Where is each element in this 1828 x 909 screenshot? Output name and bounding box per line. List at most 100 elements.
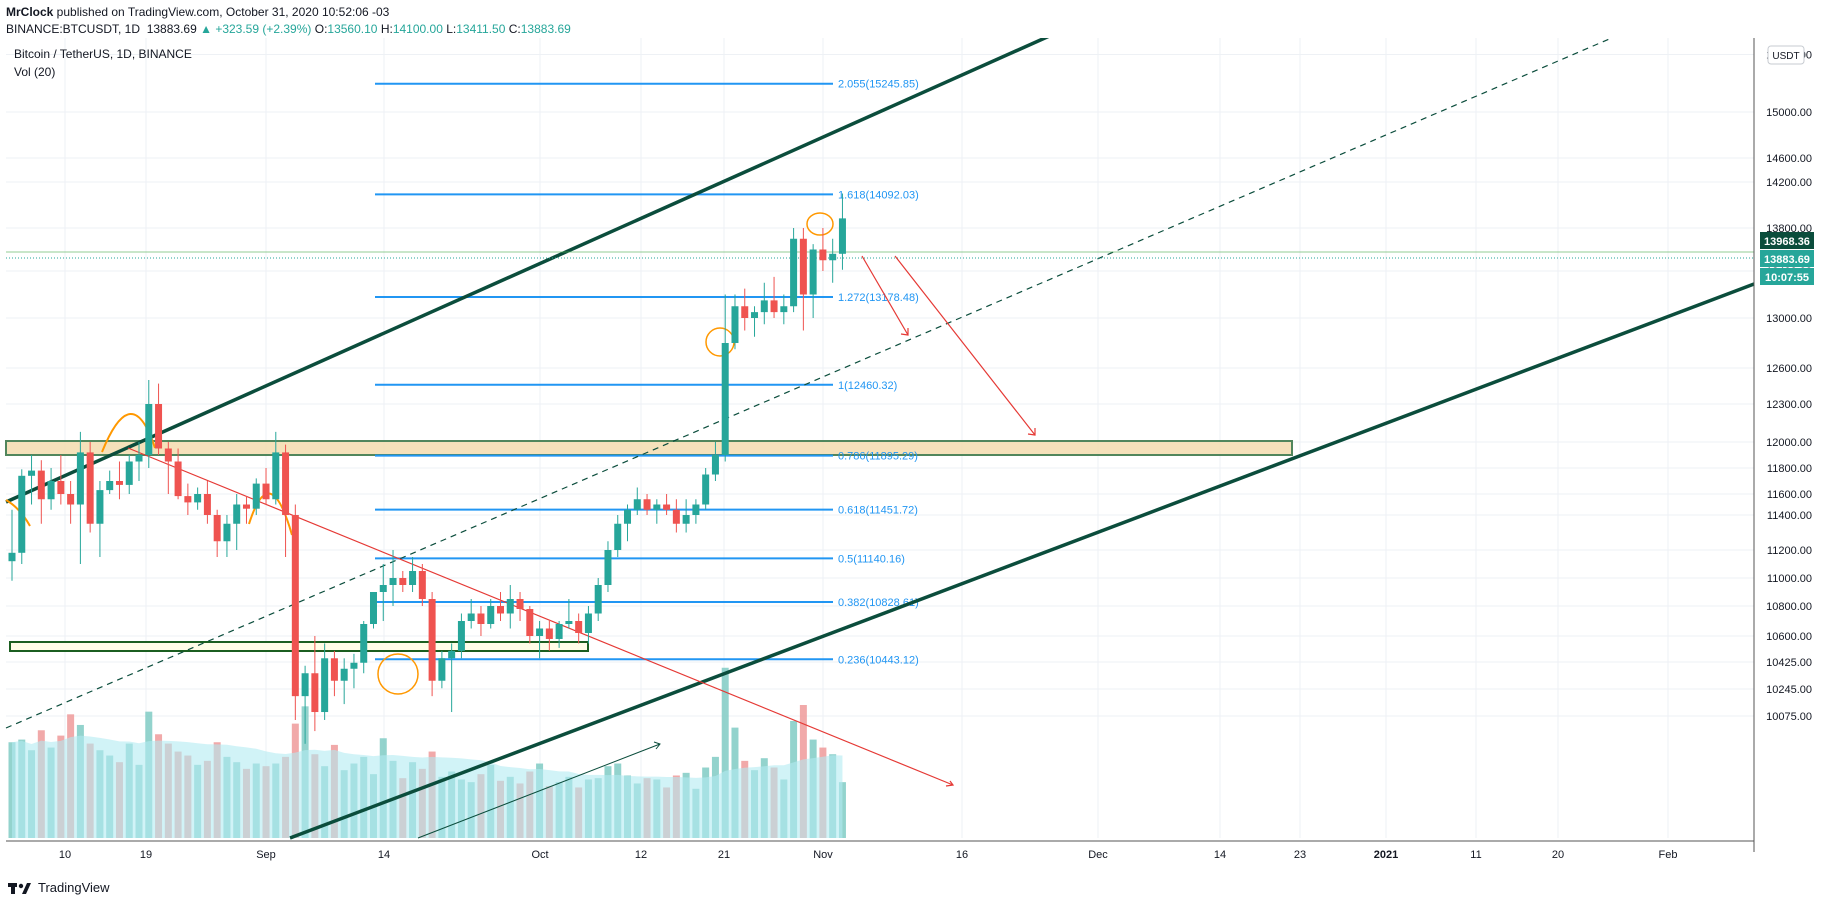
y-tick-label: 11800.00	[1767, 463, 1812, 475]
candle-body	[242, 504, 250, 509]
candle-body	[516, 599, 524, 609]
candle-body	[301, 673, 309, 697]
candle-body	[135, 455, 143, 462]
fib-label: 1.272(13178.48)	[838, 292, 919, 304]
x-tick-label: Oct	[531, 849, 548, 861]
candle-body	[272, 452, 280, 500]
drawings	[5, 38, 1755, 840]
x-tick-label: 16	[956, 849, 968, 861]
downtrend-arrowhead	[945, 780, 955, 787]
plot-background	[6, 38, 1754, 838]
candle-body	[194, 494, 202, 503]
price-chart[interactable]: 2.055(15245.85) 1.618(14092.03) 1.272(1317…	[0, 38, 1828, 876]
candle-body	[526, 609, 534, 636]
high-label: H:	[380, 22, 393, 36]
candle-body	[37, 470, 45, 500]
currency-badge	[1767, 45, 1805, 65]
candle-body	[536, 628, 544, 636]
axes: 15500.0015000.0014600.0014200.0013800.00…	[6, 38, 1814, 861]
price-tag-label: 13968.36	[1764, 236, 1810, 248]
y-tick-label: 11200.00	[1767, 545, 1812, 557]
candle-body	[379, 585, 387, 592]
candle-body	[487, 606, 495, 624]
candle-body	[428, 599, 436, 681]
candle-body	[721, 343, 729, 455]
candle-body	[672, 509, 680, 524]
x-tick-label: 14	[378, 849, 390, 861]
candle-body	[350, 662, 358, 669]
candle-body	[291, 515, 299, 697]
candle-body	[809, 249, 817, 295]
resistance-zone	[5, 440, 1293, 456]
candle-body	[155, 404, 163, 449]
y-tick-label: 10425.00	[1766, 657, 1812, 669]
y-tick-label: 11000.00	[1767, 573, 1812, 585]
candle-body	[47, 481, 55, 500]
open-label: O:	[314, 22, 328, 36]
candle-body	[702, 474, 710, 505]
fib-label: 2.055(15245.85)	[838, 79, 919, 91]
low-value: 13411.50	[456, 22, 506, 36]
fib-label: 0.236(10443.12)	[838, 654, 919, 666]
price-tag-label: 13883.69	[1764, 254, 1810, 266]
candle-body	[321, 658, 329, 713]
x-tick-label: 19	[140, 849, 152, 861]
y-tick-label: 11600.00	[1767, 489, 1812, 501]
publish-text: published on TradingView.com, October 31…	[53, 5, 390, 19]
candle-body	[360, 624, 368, 663]
last-price: 13883.69	[146, 22, 197, 36]
y-tick-label: 10600.00	[1766, 631, 1812, 643]
x-tick-label: 21	[718, 849, 730, 861]
candle-body	[633, 499, 641, 510]
candle-body	[282, 452, 290, 515]
candle-body	[741, 306, 749, 318]
channel-lower-line	[289, 282, 1755, 840]
legend-title: Bitcoin / TetherUS, 1D, BINANCE	[14, 47, 192, 61]
top-marker-2	[248, 492, 293, 536]
candle-body	[184, 496, 192, 503]
y-tick-label: 15000.00	[1766, 107, 1812, 119]
candle-body	[203, 494, 211, 515]
candle-body	[545, 628, 553, 639]
brand-name[interactable]: TradingView	[38, 880, 110, 895]
candle-body	[106, 481, 114, 491]
ohlc-line: BINANCE:BTCUSDT, 1D 13883.69 ▲ +323.59 (…	[6, 21, 571, 38]
y-tick-label: 12600.00	[1766, 363, 1812, 375]
candle-body	[330, 658, 338, 681]
candle-body	[76, 452, 84, 505]
candle-body	[438, 658, 446, 681]
candle-body	[711, 455, 719, 475]
x-tick-label: 10	[59, 849, 71, 861]
price-tag	[1760, 232, 1814, 249]
candle-body	[790, 238, 798, 307]
open-value: 13560.10	[327, 22, 378, 36]
price-tag	[1760, 250, 1814, 267]
candle-body	[86, 452, 94, 524]
candle-body	[448, 650, 456, 659]
small-channel-arrowhead	[653, 741, 661, 750]
candle-body	[838, 218, 846, 254]
fib-label: 1(12460.32)	[838, 380, 897, 392]
candle-body	[67, 494, 75, 505]
y-tick-label: 14200.00	[1766, 177, 1812, 189]
publish-line: MrClock published on TradingView.com, Oc…	[6, 4, 571, 21]
fib-label: 0.618(11451.72)	[838, 505, 918, 517]
support-zone	[9, 641, 589, 652]
candle-body	[213, 515, 221, 542]
author-name[interactable]: MrClock	[6, 5, 54, 19]
forecast-arrow-1	[861, 255, 909, 336]
candle-body	[233, 504, 241, 524]
candle-body	[624, 509, 632, 524]
close-label: C:	[508, 22, 521, 36]
channel-upper-line	[5, 38, 1050, 504]
candle-body	[223, 523, 231, 542]
y-tick-label: 10245.00	[1766, 684, 1812, 696]
candle-body	[389, 578, 397, 585]
candle-body	[145, 404, 153, 455]
candles	[8, 193, 846, 744]
candle-body	[751, 312, 759, 318]
candle-body	[115, 481, 123, 485]
y-tick-label: 12000.00	[1766, 437, 1812, 449]
forecast-arrowhead-1	[900, 328, 909, 336]
y-tick-label: 14600.00	[1766, 153, 1812, 165]
